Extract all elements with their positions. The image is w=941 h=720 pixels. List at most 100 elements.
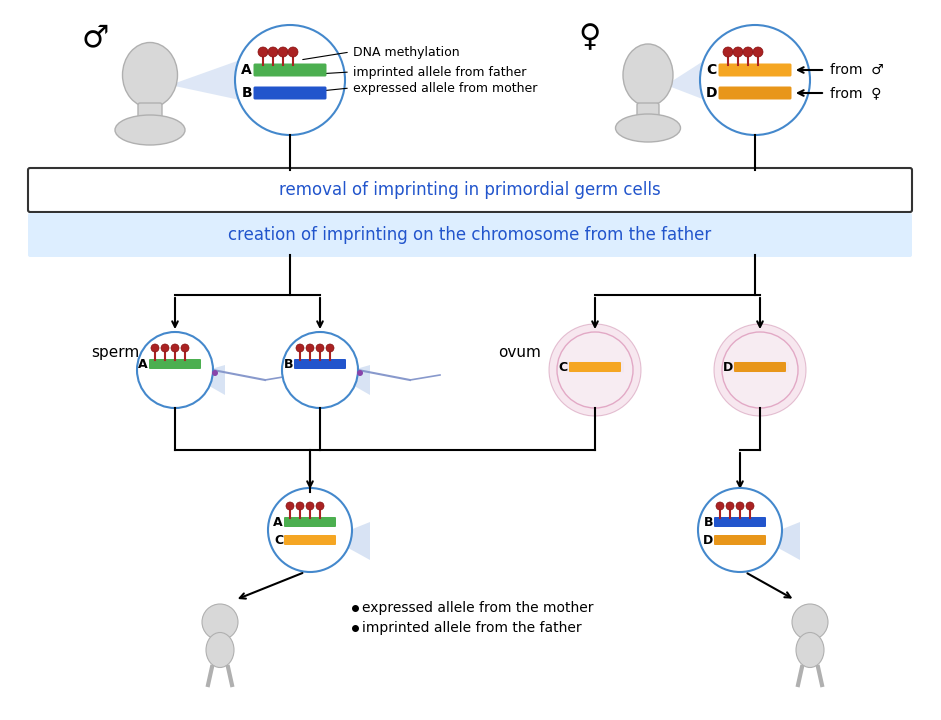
Text: B: B: [283, 358, 293, 371]
FancyBboxPatch shape: [731, 361, 789, 372]
Text: imprinted allele from father: imprinted allele from father: [353, 66, 526, 78]
FancyBboxPatch shape: [714, 87, 796, 99]
FancyBboxPatch shape: [569, 362, 621, 372]
Text: B: B: [242, 86, 252, 100]
FancyBboxPatch shape: [284, 535, 336, 545]
Ellipse shape: [115, 115, 185, 145]
Polygon shape: [335, 365, 370, 395]
Circle shape: [549, 324, 641, 416]
Circle shape: [151, 344, 159, 352]
FancyBboxPatch shape: [249, 64, 331, 76]
Circle shape: [326, 344, 334, 352]
Circle shape: [288, 47, 298, 57]
FancyBboxPatch shape: [28, 213, 912, 257]
Circle shape: [736, 502, 744, 510]
FancyBboxPatch shape: [281, 516, 339, 528]
Text: ovum: ovum: [499, 344, 541, 359]
Circle shape: [306, 502, 314, 510]
FancyBboxPatch shape: [291, 359, 349, 369]
Text: expressed allele from mother: expressed allele from mother: [353, 81, 537, 94]
FancyBboxPatch shape: [284, 517, 336, 527]
Ellipse shape: [206, 632, 234, 667]
Polygon shape: [760, 522, 800, 560]
Circle shape: [296, 344, 304, 352]
Polygon shape: [666, 60, 705, 100]
FancyBboxPatch shape: [281, 534, 339, 546]
Polygon shape: [190, 365, 225, 395]
Circle shape: [316, 502, 324, 510]
FancyBboxPatch shape: [294, 359, 346, 369]
Circle shape: [700, 25, 810, 135]
Text: C: C: [559, 361, 568, 374]
Circle shape: [723, 47, 733, 57]
Circle shape: [282, 332, 358, 408]
Polygon shape: [330, 522, 370, 560]
Text: ♀: ♀: [579, 24, 601, 53]
Text: B: B: [704, 516, 713, 528]
Circle shape: [171, 344, 179, 352]
Circle shape: [296, 502, 304, 510]
Ellipse shape: [623, 44, 673, 106]
Text: sperm: sperm: [91, 344, 139, 359]
Circle shape: [722, 332, 798, 408]
FancyBboxPatch shape: [253, 63, 327, 76]
FancyBboxPatch shape: [714, 535, 766, 545]
Text: ♂: ♂: [81, 24, 109, 53]
FancyBboxPatch shape: [711, 516, 769, 528]
Text: A: A: [274, 516, 283, 528]
Circle shape: [733, 47, 743, 57]
Text: creation of imprinting on the chromosome from the father: creation of imprinting on the chromosome…: [229, 226, 711, 244]
Circle shape: [792, 604, 828, 640]
Text: expressed allele from the mother: expressed allele from the mother: [362, 601, 594, 615]
Circle shape: [698, 488, 782, 572]
FancyBboxPatch shape: [711, 534, 769, 546]
Circle shape: [202, 604, 238, 640]
FancyBboxPatch shape: [734, 362, 786, 372]
Text: imprinted allele from the father: imprinted allele from the father: [362, 621, 582, 635]
FancyBboxPatch shape: [253, 86, 327, 99]
FancyBboxPatch shape: [149, 359, 201, 369]
FancyBboxPatch shape: [637, 103, 659, 125]
Ellipse shape: [615, 114, 680, 142]
Ellipse shape: [796, 632, 824, 667]
Circle shape: [316, 344, 324, 352]
FancyBboxPatch shape: [714, 64, 796, 76]
Text: A: A: [241, 63, 252, 77]
Text: DNA methylation: DNA methylation: [353, 45, 459, 58]
Ellipse shape: [122, 42, 178, 107]
Circle shape: [212, 370, 218, 376]
Text: removal of imprinting in primordial germ cells: removal of imprinting in primordial germ…: [279, 181, 661, 199]
FancyBboxPatch shape: [719, 86, 791, 99]
Circle shape: [557, 332, 633, 408]
FancyBboxPatch shape: [146, 359, 204, 369]
FancyBboxPatch shape: [566, 361, 624, 372]
Text: D: D: [703, 534, 713, 546]
Circle shape: [258, 47, 268, 57]
Text: D: D: [723, 361, 733, 374]
Polygon shape: [170, 60, 240, 100]
Circle shape: [268, 47, 278, 57]
FancyBboxPatch shape: [714, 517, 766, 527]
Text: from  ♀: from ♀: [830, 86, 882, 100]
Text: D: D: [706, 86, 717, 100]
Circle shape: [268, 488, 352, 572]
Circle shape: [746, 502, 754, 510]
FancyBboxPatch shape: [719, 63, 791, 76]
Text: C: C: [707, 63, 717, 77]
Text: C: C: [274, 534, 283, 546]
FancyBboxPatch shape: [28, 168, 912, 212]
FancyBboxPatch shape: [249, 87, 331, 99]
Circle shape: [714, 324, 806, 416]
Circle shape: [716, 502, 724, 510]
Circle shape: [286, 502, 294, 510]
Circle shape: [161, 344, 169, 352]
Circle shape: [278, 47, 288, 57]
Text: from  ♂: from ♂: [830, 63, 884, 77]
Circle shape: [306, 344, 314, 352]
Circle shape: [357, 370, 363, 376]
Circle shape: [137, 332, 213, 408]
Text: A: A: [138, 358, 148, 371]
Circle shape: [753, 47, 763, 57]
Circle shape: [743, 47, 753, 57]
Circle shape: [235, 25, 345, 135]
